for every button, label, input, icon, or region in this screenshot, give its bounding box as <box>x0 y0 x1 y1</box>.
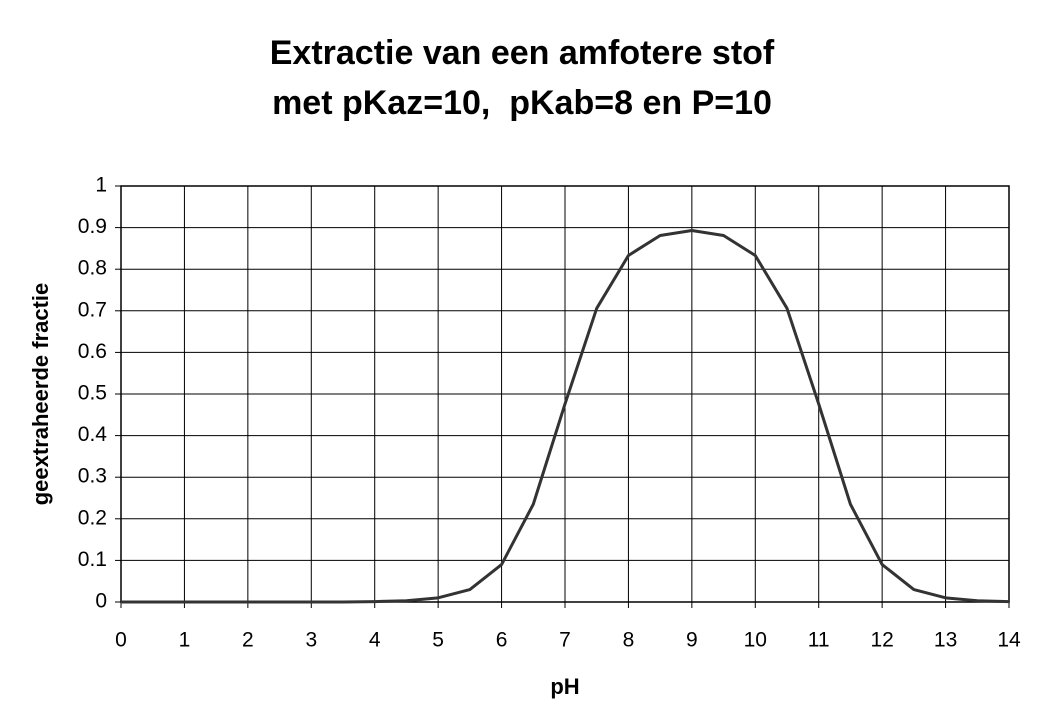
x-tick-label: 0 <box>115 629 127 652</box>
x-tick-label: 5 <box>432 629 444 652</box>
x-tick-label: 6 <box>496 629 508 652</box>
y-tick-label: 0.1 <box>78 548 107 571</box>
y-tick-label: 1 <box>95 174 107 197</box>
x-tick-label: 13 <box>934 629 957 652</box>
x-tick-label: 10 <box>744 629 767 652</box>
y-axis-title: geextraheerde fractie <box>28 283 53 506</box>
y-tick-label: 0 <box>95 590 107 613</box>
y-tick-label: 0.4 <box>78 423 108 446</box>
x-tick-label: 8 <box>623 629 635 652</box>
y-tick-label: 0.6 <box>78 340 107 363</box>
y-tick-label: 0.2 <box>78 506 107 529</box>
x-tick-label: 12 <box>870 629 893 652</box>
chart-title: Extractie van een amfotere stof <box>270 34 775 72</box>
y-tick-label: 0.7 <box>78 298 107 321</box>
x-tick-label: 4 <box>369 629 381 652</box>
y-tick-label: 0.3 <box>78 465 107 488</box>
plot-border <box>120 185 1010 603</box>
y-tick-label: 0.8 <box>78 257 107 280</box>
x-tick-label: 11 <box>808 629 830 652</box>
chart-title: met pKaz=10, pKab=8 en P=10 <box>272 84 772 122</box>
x-tick-label: 1 <box>179 629 191 652</box>
x-tick-label: 14 <box>997 629 1021 652</box>
x-axis-title: pH <box>550 674 579 699</box>
x-tick-label: 7 <box>559 629 571 652</box>
x-tick-label: 9 <box>686 629 698 652</box>
x-tick-label: 2 <box>242 629 254 652</box>
y-tick-label: 0.5 <box>78 382 107 405</box>
y-tick-label: 0.9 <box>78 215 107 238</box>
x-tick-label: 3 <box>305 629 317 652</box>
data-line <box>121 229 1010 604</box>
